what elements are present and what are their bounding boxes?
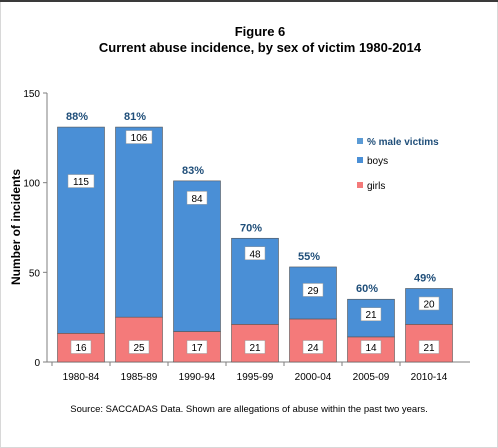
y-tick-label: 50: [29, 268, 41, 279]
legend-swatch-pct: [357, 138, 363, 144]
pct-male-label: 70%: [240, 222, 262, 234]
pct-male-label: 81%: [124, 111, 146, 123]
data-label-boys-box: [360, 307, 382, 321]
figure-number: Figure 6: [234, 24, 286, 39]
data-label-girls-box: [244, 340, 266, 354]
data-label-boys-box: [302, 283, 324, 297]
bar-boys: [57, 126, 105, 334]
source-note: Source: SACCADAS Data. Shown are allegat…: [70, 404, 428, 415]
data-label-boys-box: [125, 130, 153, 144]
x-tick-label: 1980-84: [63, 372, 100, 383]
y-tick-label: 100: [23, 179, 40, 190]
legend-swatch-boys: [357, 157, 363, 163]
data-label-girls-box: [128, 340, 150, 354]
data-label-girls-box: [186, 340, 208, 354]
legend-swatch-girls: [357, 182, 363, 188]
y-tick-label: 0: [34, 358, 40, 369]
data-label-boys-box: [67, 174, 95, 188]
data-label-boys: 115: [73, 177, 89, 188]
x-tick-label: 1990-94: [179, 372, 216, 383]
bar-boys: [173, 180, 221, 332]
x-tick-label: 1985-89: [121, 372, 158, 383]
legend-label-boys: boys: [367, 156, 388, 167]
data-label-boys: 106: [131, 133, 148, 144]
data-label-boys: 84: [191, 194, 203, 205]
data-label-boys-box: [244, 246, 266, 261]
data-label-boys: 48: [249, 249, 261, 260]
legend-label-girls: girls: [367, 181, 385, 192]
pct-male-label: 60%: [356, 283, 378, 295]
pct-male-label: 49%: [414, 272, 436, 284]
data-label-boys: 21: [365, 310, 377, 321]
data-label-girls: 17: [191, 343, 203, 354]
data-label-boys: 29: [307, 286, 319, 297]
x-tick-label: 1995-99: [237, 372, 274, 383]
chart-title: Current abuse incidence, by sex of victi…: [98, 40, 422, 55]
x-tick-label: 2000-04: [295, 372, 332, 383]
legend-label-pct: % male victims: [367, 137, 439, 148]
data-label-girls: 21: [249, 343, 261, 354]
pct-male-label: 83%: [182, 165, 204, 177]
data-label-girls-box: [418, 340, 440, 354]
data-label-boys: 20: [423, 299, 435, 310]
x-tick-label: 2010-14: [411, 372, 448, 383]
data-label-girls: 24: [307, 343, 319, 354]
pct-male-label: 55%: [298, 251, 320, 263]
bar-girls: [115, 316, 163, 363]
pct-male-label: 88%: [66, 111, 88, 123]
data-label-girls: 25: [133, 343, 145, 354]
data-label-girls-box: [70, 340, 92, 354]
data-label-boys-box: [186, 191, 208, 205]
bar-girls: [289, 318, 337, 363]
x-tick-label: 2005-09: [353, 372, 390, 383]
top-rule: [0, 0, 498, 2]
data-label-boys-box: [418, 296, 440, 311]
data-label-girls-box: [360, 340, 382, 354]
data-label-girls: 21: [423, 343, 435, 354]
data-label-girls-box: [302, 340, 324, 354]
y-tick-label: 150: [23, 89, 40, 100]
data-label-girls: 16: [75, 343, 87, 354]
bar-boys: [115, 126, 163, 318]
chart-title-block: Figure 6 Current abuse incidence, by sex…: [40, 24, 480, 56]
data-label-girls: 14: [365, 343, 377, 354]
